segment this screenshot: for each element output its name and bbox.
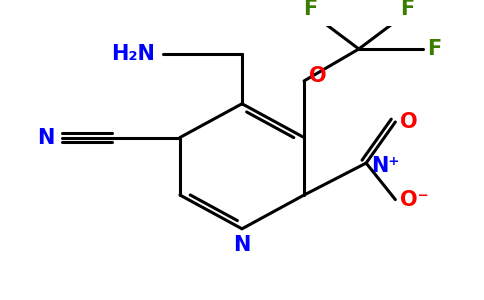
Text: H₂N: H₂N: [111, 44, 155, 64]
Text: F: F: [303, 0, 318, 19]
Text: N: N: [233, 235, 251, 255]
Text: O⁻: O⁻: [400, 190, 428, 210]
Text: O: O: [400, 112, 418, 132]
Text: O: O: [309, 66, 326, 86]
Text: F: F: [400, 0, 414, 19]
Text: N⁺: N⁺: [371, 156, 399, 176]
Text: F: F: [427, 39, 441, 59]
Text: N: N: [37, 128, 55, 148]
